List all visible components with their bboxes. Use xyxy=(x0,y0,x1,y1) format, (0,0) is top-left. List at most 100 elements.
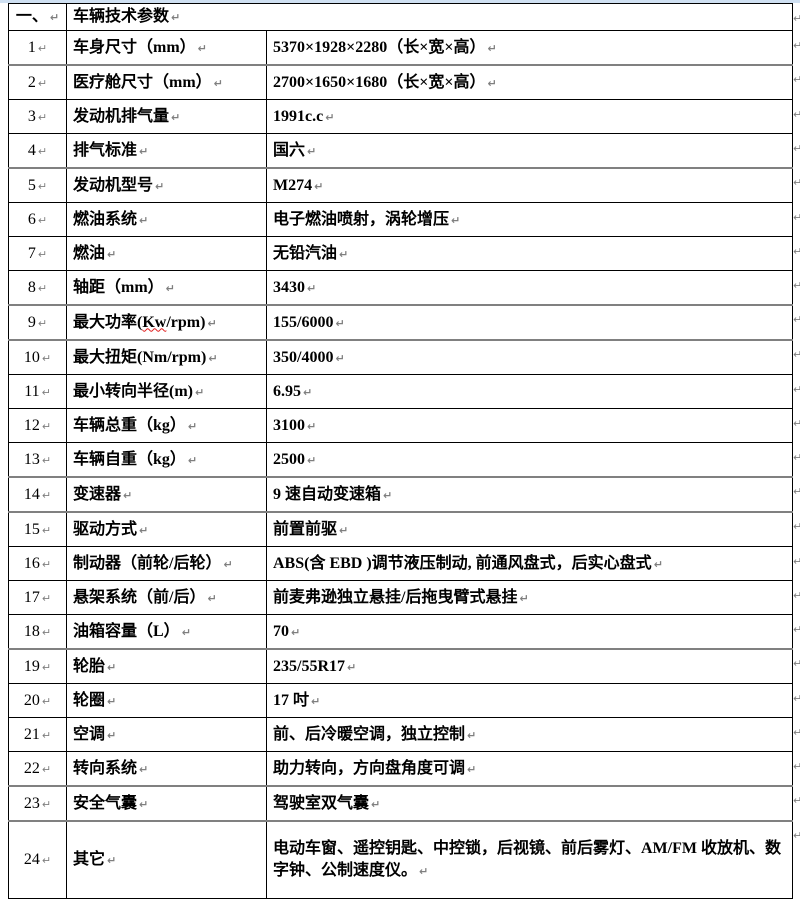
row-number-cell: 18 ↵ xyxy=(8,614,67,650)
paragraph-mark: ↵ xyxy=(171,110,181,124)
paragraph-mark: ↵ xyxy=(793,726,800,739)
spec-label-cell: 燃油 ↵ xyxy=(66,236,267,271)
row-number-cell: 7 ↵ xyxy=(8,236,67,271)
paragraph-mark: ↵ xyxy=(41,419,52,433)
paragraph-mark: ↵ xyxy=(467,762,477,776)
paragraph-mark: ↵ xyxy=(793,211,800,224)
spec-value-cell: ABS(含 EBD )调节液压制动, 前通风盘式，后实心盘式 ↵ xyxy=(265,546,794,581)
paragraph-mark: ↵ xyxy=(123,488,133,502)
paragraph-mark: ↵ xyxy=(307,144,317,158)
paragraph-mark: ↵ xyxy=(335,316,345,330)
paragraph-mark: ↵ xyxy=(793,760,800,773)
table-row: 18 ↵ 油箱容量（L） ↵ 70 ↵ xyxy=(8,614,794,650)
paragraph-mark: ↵ xyxy=(37,281,48,295)
table-row: 10 ↵ 最大扭矩(Nm/rpm) ↵ 350/4000 ↵ xyxy=(8,339,794,375)
paragraph-mark: ↵ xyxy=(207,316,217,330)
row-number-cell: 20 ↵ xyxy=(8,683,67,718)
spec-label-cell: 其它 ↵ xyxy=(66,820,267,899)
row-number-cell: 9 ↵ xyxy=(8,304,67,341)
paragraph-mark: ↵ xyxy=(107,660,117,674)
paragraph-mark: ↵ xyxy=(339,247,349,261)
paragraph-mark: ↵ xyxy=(487,41,497,55)
paragraph-mark: ↵ xyxy=(793,383,800,396)
table-row: 12 ↵ 车辆总重（kg） ↵ 3100 ↵ xyxy=(8,408,794,443)
table-row: 1 ↵ 车身尺寸（mm） ↵ 5370×1928×2280（长×宽×高） ↵ xyxy=(8,30,794,66)
spec-value-cell: M274 ↵ xyxy=(265,167,794,203)
table-row: 6 ↵ 燃油系统 ↵ 电子燃油喷射，涡轮增压 ↵ xyxy=(8,202,794,237)
paragraph-mark: ↵ xyxy=(325,110,335,124)
row-number-cell: 8 ↵ xyxy=(8,270,67,306)
table-row: 20 ↵ 轮圈 ↵ 17 吋 ↵ xyxy=(8,683,794,718)
row-number-cell: 16 ↵ xyxy=(8,546,67,581)
spec-label-cell: 轴距（mm） ↵ xyxy=(66,270,267,306)
paragraph-mark: ↵ xyxy=(793,520,800,533)
paragraph-mark: ↵ xyxy=(467,728,477,742)
row-number-cell: 12 ↵ xyxy=(8,408,67,443)
paragraph-mark: ↵ xyxy=(793,417,800,430)
paragraph-mark: ↵ xyxy=(107,694,117,708)
spec-value-cell: 6.95 ↵ xyxy=(265,374,794,409)
paragraph-mark: ↵ xyxy=(339,523,349,537)
paragraph-mark: ↵ xyxy=(307,419,317,433)
paragraph-mark: ↵ xyxy=(197,41,207,55)
paragraph-mark: ↵ xyxy=(41,797,52,811)
paragraph-mark: ↵ xyxy=(41,351,52,365)
table-row: 17 ↵ 悬架系统（前/后） ↵ 前麦弗逊独立悬挂/后拖曳臂式悬挂 ↵ xyxy=(8,580,794,615)
paragraph-mark: ↵ xyxy=(155,179,165,193)
row-number-cell: 24 ↵ xyxy=(8,820,67,899)
paragraph-mark: ↵ xyxy=(37,41,48,55)
paragraph-mark: ↵ xyxy=(49,11,60,25)
table-row: 9 ↵ 最大功率(Kw/rpm) ↵ 155/6000 ↵ xyxy=(8,304,794,341)
table-row: 19 ↵ 轮胎 ↵ 235/55R17 ↵ xyxy=(8,648,794,684)
spec-value-cell: 驾驶室双气囊 ↵ xyxy=(265,785,794,822)
row-number-cell: 1 ↵ xyxy=(8,30,67,66)
spec-value-cell: 前置前驱 ↵ xyxy=(265,511,794,547)
row-number-cell: 11 ↵ xyxy=(8,374,67,409)
row-number-cell: 19 ↵ xyxy=(8,648,67,684)
spec-label-cell: 医疗舱尺寸（mm） ↵ xyxy=(66,64,267,100)
paragraph-mark: ↵ xyxy=(37,76,48,90)
paragraph-mark: ↵ xyxy=(41,523,52,537)
paragraph-mark: ↵ xyxy=(181,625,191,639)
paragraph-mark: ↵ xyxy=(487,76,497,90)
spec-label-cell: 轮圈 ↵ xyxy=(66,683,267,718)
paragraph-mark: ↵ xyxy=(37,247,48,261)
table-row: 11 ↵ 最小转向半径(m) ↵ 6.95 ↵ xyxy=(8,374,794,409)
spec-value-cell: 17 吋 ↵ xyxy=(265,683,794,718)
paragraph-mark: ↵ xyxy=(419,865,429,878)
table-row: 8 ↵ 轴距（mm） ↵ 3430 ↵ xyxy=(8,270,794,306)
row-number-cell: 14 ↵ xyxy=(8,476,67,513)
spec-label-cell: 车身尺寸（mm） ↵ xyxy=(66,30,267,66)
row-number-cell: 21 ↵ xyxy=(8,717,67,752)
paragraph-mark: ↵ xyxy=(139,762,149,776)
spec-value-cell: 电动车窗、遥控钥匙、中控锁，后视镜、前后雾灯、AM/FM 收放机、数字钟、公制速… xyxy=(265,820,794,899)
spec-label-cell: 油箱容量（L） ↵ xyxy=(66,614,267,650)
row-number-cell: 15 ↵ xyxy=(8,511,67,547)
spec-value-cell: 235/55R17 ↵ xyxy=(265,648,794,684)
paragraph-mark: ↵ xyxy=(793,279,800,292)
spec-value-cell: 无铅汽油 ↵ xyxy=(265,236,794,271)
row-number-cell: 4 ↵ xyxy=(8,133,67,169)
paragraph-mark: ↵ xyxy=(37,213,48,227)
row-number-cell: 5 ↵ xyxy=(8,167,67,203)
paragraph-mark: ↵ xyxy=(223,557,233,571)
paragraph-mark: ↵ xyxy=(793,108,800,121)
spec-label-cell: 排气标准 ↵ xyxy=(66,133,267,169)
row-number-cell: 10 ↵ xyxy=(8,339,67,375)
paragraph-mark: ↵ xyxy=(41,660,52,674)
paragraph-mark: ↵ xyxy=(171,11,181,25)
paragraph-mark: ↵ xyxy=(793,829,800,842)
paragraph-mark: ↵ xyxy=(793,555,800,568)
table-row: 13 ↵ 车辆自重（kg） ↵ 2500 ↵ xyxy=(8,442,794,478)
paragraph-mark: ↵ xyxy=(793,12,800,25)
table-row: 7 ↵ 燃油 ↵ 无铅汽油 ↵ xyxy=(8,236,794,271)
spec-label-cell: 车辆总重（kg） ↵ xyxy=(66,408,267,443)
paragraph-mark: ↵ xyxy=(139,797,149,811)
spec-label-cell: 车辆自重（kg） ↵ xyxy=(66,442,267,478)
spec-label-cell: 燃油系统 ↵ xyxy=(66,202,267,237)
spec-value-cell: 电子燃油喷射，涡轮增压 ↵ xyxy=(265,202,794,237)
paragraph-mark: ↵ xyxy=(187,419,198,433)
spec-label-cell: 最大功率(Kw/rpm) ↵ xyxy=(66,304,267,341)
paragraph-mark: ↵ xyxy=(335,351,345,365)
spellcheck-underlined-text: Kw xyxy=(142,313,167,331)
